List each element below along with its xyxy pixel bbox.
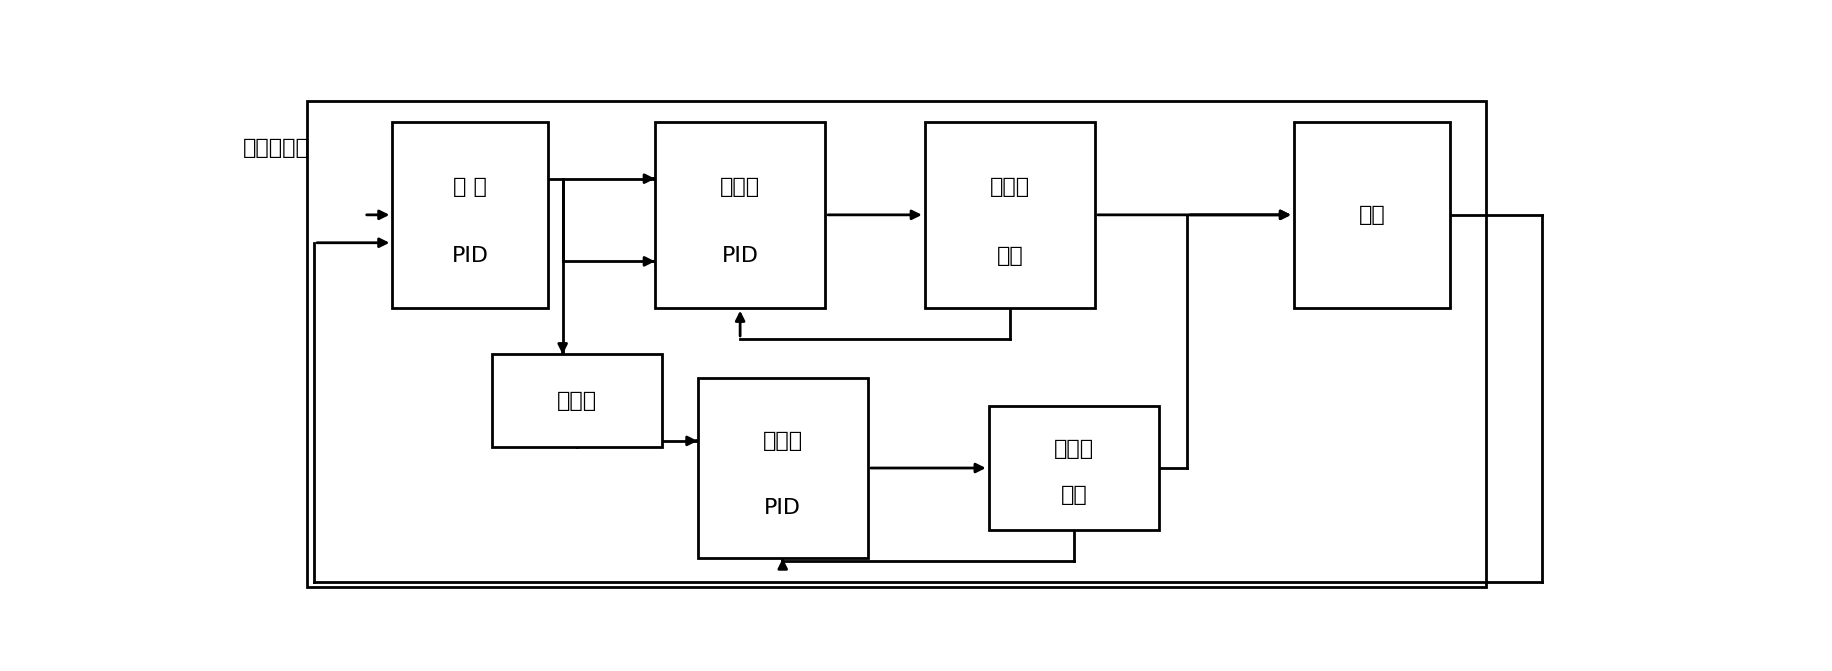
Text: 温度设定值: 温度设定值 bbox=[244, 138, 310, 158]
Text: 限幅: 限幅 bbox=[1061, 485, 1086, 505]
Bar bbox=[698, 378, 868, 558]
Bar bbox=[1293, 122, 1449, 308]
Text: PID: PID bbox=[453, 246, 489, 266]
Text: 炉温: 炉温 bbox=[1359, 205, 1385, 225]
Bar bbox=[925, 122, 1096, 308]
Text: 温 度: 温 度 bbox=[454, 177, 487, 197]
Text: 空气量: 空气量 bbox=[762, 431, 802, 451]
Text: 煤气量: 煤气量 bbox=[720, 177, 760, 197]
Bar bbox=[491, 354, 661, 448]
Bar bbox=[392, 122, 548, 308]
Text: 煤气量: 煤气量 bbox=[989, 177, 1030, 197]
Text: 运算器: 运算器 bbox=[557, 391, 597, 411]
Text: PID: PID bbox=[722, 246, 758, 266]
Text: PID: PID bbox=[764, 498, 801, 518]
Bar bbox=[308, 101, 1486, 587]
Bar bbox=[989, 406, 1160, 530]
Text: 空气量: 空气量 bbox=[1053, 440, 1094, 460]
Bar bbox=[656, 122, 824, 308]
Text: 限幅: 限幅 bbox=[997, 246, 1024, 266]
